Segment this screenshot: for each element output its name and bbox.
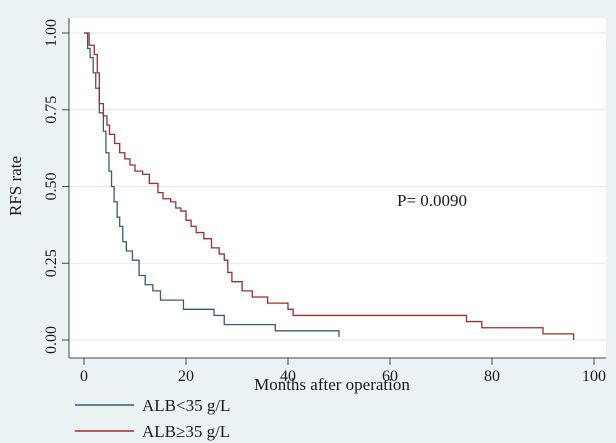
y-tick-label: 0.75 xyxy=(43,96,60,124)
x-tick-label: 100 xyxy=(582,368,606,385)
x-tick-label: 0 xyxy=(80,368,88,385)
series-lines xyxy=(84,32,575,340)
x-tick-label: 80 xyxy=(484,368,500,385)
y-axis-title: RFS rate xyxy=(6,156,25,216)
legend-label-1: ALB≥35 g/L xyxy=(142,422,230,441)
x-tick-label: 60 xyxy=(382,368,398,385)
ticks: 0.00 0.25 0.50 0.75 1.00 0 20 40 60 80 100 xyxy=(43,19,606,385)
y-tick-label: 0.25 xyxy=(43,249,60,277)
legend: ALB<35 g/L ALB≥35 g/L xyxy=(75,396,230,441)
plot-area xyxy=(69,18,606,358)
km-series-line-1 xyxy=(84,32,575,340)
y-tick-label: 0.50 xyxy=(43,173,60,201)
x-axis-title: Months after operation xyxy=(254,375,410,394)
y-tick-label: 1.00 xyxy=(43,19,60,47)
legend-label-0: ALB<35 g/L xyxy=(142,396,230,415)
axes xyxy=(68,18,606,359)
y-tick-label: 0.00 xyxy=(43,326,60,354)
p-value-annotation: P= 0.0090 xyxy=(397,191,467,210)
x-tick-label: 20 xyxy=(178,368,194,385)
x-tick-label: 40 xyxy=(280,368,296,385)
